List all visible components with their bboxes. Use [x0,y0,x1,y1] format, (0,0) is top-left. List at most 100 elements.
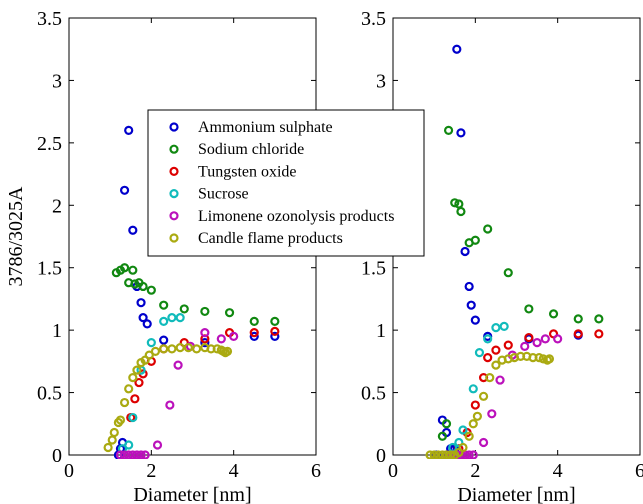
data-point-sucrose [474,348,485,358]
right-series-candle-flame-products [425,351,555,459]
data-point-limonene-ozonolysis-products [115,450,126,459]
legend-box [147,109,425,257]
legend-entry-limonene-ozonolysis-products: Limonene ozonolysis products [198,208,394,225]
left-series-candle-flame-products [103,343,233,453]
left-series-sodium-chloride [111,263,280,327]
right-y-tick-label: 0.5 [361,383,386,405]
left-x-tick-label: 0 [64,460,74,482]
left-series-limonene-ozonolysis-products [115,328,239,459]
data-point-sodium-chloride [437,431,447,441]
data-point-limonene-ozonolysis-products [495,375,505,385]
data-point-limonene-ozonolysis-products [128,450,138,459]
left-x-axis-label: Diameter [nm] [133,484,251,504]
data-point-candle-flame-products [119,397,130,408]
data-point-sodium-chloride [179,304,189,314]
data-point-sucrose [159,316,169,327]
data-point-ammonium-sulphate [456,128,466,138]
data-point-ammonium-sulphate [452,44,462,54]
right-series-sodium-chloride [437,125,604,441]
right-series-sucrose [448,321,509,453]
right-y-tick-label: 3.5 [361,8,386,30]
data-point-candle-flame-products [222,346,233,356]
data-point-ammonium-sulphate [464,281,474,292]
data-point-sodium-chloride [119,263,130,273]
right-axes-frame [392,17,641,456]
data-point-sodium-chloride [548,309,559,319]
data-point-ammonium-sulphate [119,185,130,195]
legend: Ammonium sulphate Sodium chloride Tungsten… [147,109,425,257]
data-point-sodium-chloride [130,279,140,289]
data-point-ammonium-sulphate [270,331,280,341]
legend-marker-ammonium-sulphate [169,122,179,132]
left-y-tick-label: 0.5 [37,383,62,405]
data-point-limonene-ozonolysis-products [200,328,210,338]
right-x-tick-label: 4 [553,460,563,482]
data-point-candle-flame-products [425,450,435,459]
data-point-sucrose [491,323,501,333]
data-point-tungsten-oxide [524,333,534,343]
data-point-tungsten-oxide [470,400,480,410]
legend-entry-tungsten-oxide: Tungsten oxide [198,163,297,180]
legend-entry-candle-flame-products: Candle flame products [198,230,343,247]
data-point-limonene-ozonolysis-products [487,409,497,419]
right-x-tick-label: 6 [635,460,643,482]
data-point-sodium-chloride [249,316,259,327]
left-x-tick-label: 4 [229,460,239,482]
data-point-limonene-ozonolysis-products [478,437,489,448]
data-point-limonene-ozonolysis-products [468,450,478,459]
data-point-candle-flame-products [144,350,154,360]
data-point-ammonium-sulphate [128,225,138,235]
data-point-sodium-chloride [224,308,235,318]
data-point-tungsten-oxide [594,329,604,339]
data-point-candle-flame-products [437,450,447,459]
data-point-sucrose [458,425,468,435]
data-point-sodium-chloride [146,285,156,295]
right-series-ammonium-sulphate [431,44,583,459]
left-y-tick-label: 3 [52,70,62,92]
data-point-sucrose [124,440,134,450]
data-point-tungsten-oxide [573,329,583,339]
data-point-candle-flame-products [109,427,119,438]
right-data-points [425,44,604,459]
data-point-limonene-ozonolysis-products [229,331,239,341]
right-y-tick-label: 1 [376,320,386,342]
data-point-candle-flame-products [175,343,185,353]
data-point-ammonium-sulphate [136,298,146,308]
data-point-sodium-chloride [456,206,466,217]
left-y-tick-label: 3.5 [37,8,62,30]
data-point-ammonium-sulphate [249,331,259,341]
data-point-candle-flame-products [103,442,113,453]
left-x-tick-label: 2 [146,460,156,482]
left-y-tick-label: 1 [52,320,62,342]
data-point-sodium-chloride [503,268,513,278]
data-point-limonene-ozonolysis-products [464,450,474,459]
data-point-sucrose [483,334,493,344]
left-series-tungsten-oxide [126,326,280,423]
data-point-limonene-ozonolysis-products [540,334,550,344]
right-y-tick-label: 3 [376,70,386,92]
data-point-sucrose [167,313,177,323]
data-point-sodium-chloride [573,314,583,324]
left-y-tick-label: 0 [52,445,62,467]
data-point-candle-flame-products [124,384,134,394]
right-x-tick-label: 0 [388,460,398,482]
data-point-ammonium-sulphate [159,335,169,345]
data-point-ammonium-sulphate [460,246,470,257]
data-point-sodium-chloride [483,224,493,234]
data-point-sodium-chloride [138,281,148,292]
data-point-ammonium-sulphate [138,313,148,323]
data-point-sodium-chloride [270,316,280,327]
data-point-candle-flame-products [441,450,452,459]
legend-marker-candle-flame-products [169,233,179,243]
data-point-candle-flame-products [107,435,117,445]
data-point-candle-flame-products [446,450,456,459]
data-point-tungsten-oxide [491,345,501,355]
data-point-limonene-ozonolysis-products [140,450,150,459]
data-point-sodium-chloride [450,198,460,208]
data-point-ammonium-sulphate [124,125,134,135]
left-series-sucrose [117,313,185,454]
data-point-ammonium-sulphate [470,315,480,325]
data-point-tungsten-oxide [130,394,140,404]
left-panel: 0 2 4 6 0 0.5 1 1.5 2 2.5 3 3.5 Diameter [nm] 3786/30… [5,8,321,504]
